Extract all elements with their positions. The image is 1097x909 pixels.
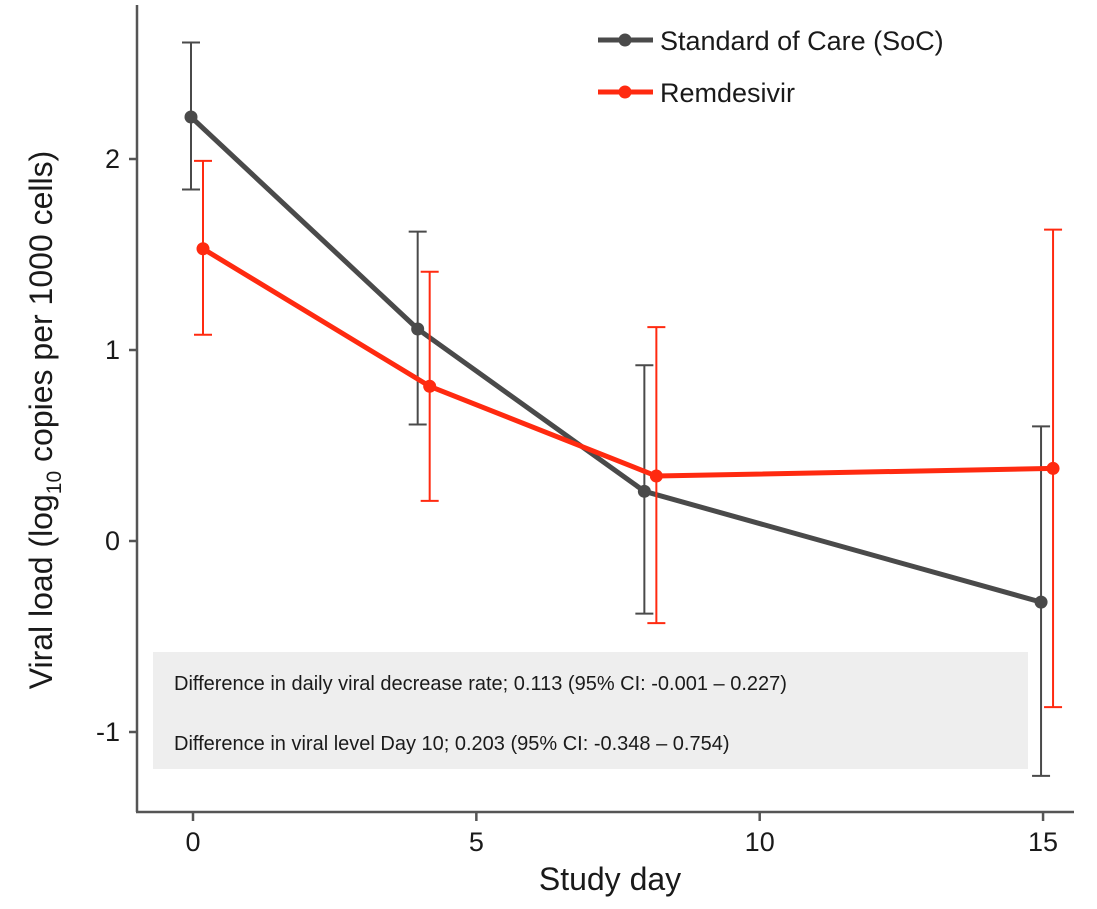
annotation-line-2: Difference in viral level Day 10; 0.203 … (174, 733, 730, 755)
annotation-box (153, 652, 1028, 769)
x-axis-title: Study day (539, 861, 681, 897)
data-point (649, 469, 663, 483)
x-ticks: 0 5 10 15 (185, 812, 1058, 857)
y-axis-title: Viral load (log10 copies per 1000 cells) (23, 151, 66, 690)
legend-label: Remdesivir (660, 78, 795, 108)
x-tick-label: 10 (745, 827, 775, 857)
series-1 (194, 159, 1063, 709)
x-tick-label: 0 (185, 827, 200, 857)
series-0 (182, 41, 1051, 777)
data-point (1046, 461, 1060, 475)
legend-swatch-point (618, 33, 632, 47)
data-point (411, 322, 425, 336)
legend: Standard of Care (SoC) Remdesivir (598, 26, 944, 108)
y-axis-title-main: Viral load (log (23, 494, 59, 689)
data-point (637, 484, 651, 498)
legend-swatch-point (618, 85, 632, 99)
y-ticks: -1 0 1 2 (96, 144, 137, 747)
y-axis-title-tail: copies per 1000 cells) (23, 151, 59, 471)
x-tick-label: 5 (469, 827, 484, 857)
x-tick-label: 15 (1028, 827, 1058, 857)
y-axis-title-subscript: 10 (43, 471, 66, 494)
annotation-line-1: Difference in daily viral decrease rate;… (174, 673, 787, 695)
legend-label: Standard of Care (SoC) (660, 26, 944, 56)
y-tick-label: 1 (105, 335, 120, 365)
data-point (196, 242, 210, 256)
y-tick-label: -1 (96, 717, 120, 747)
series-line (189, 115, 1042, 605)
series-layer (182, 41, 1063, 777)
data-point (423, 379, 437, 393)
data-point (1034, 595, 1048, 609)
y-tick-label: 2 (105, 144, 120, 174)
series-line (201, 246, 1054, 479)
data-point (184, 110, 198, 124)
y-tick-label: 0 (105, 526, 120, 556)
